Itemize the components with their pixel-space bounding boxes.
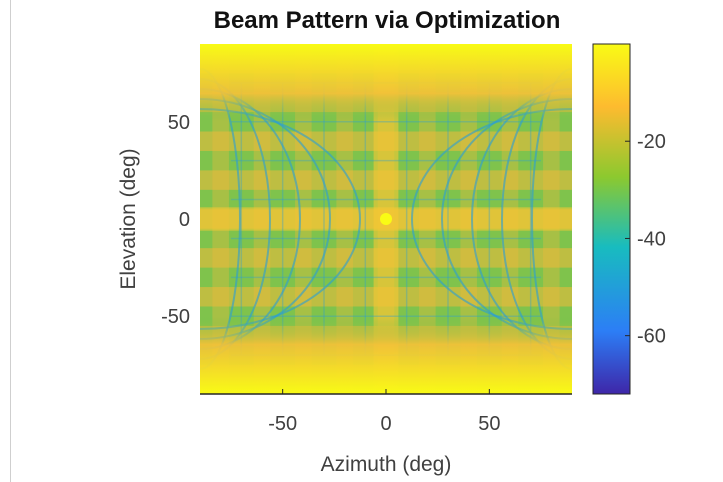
colorbar-tick-label: -60 — [637, 326, 666, 348]
chart-title: Beam Pattern via Optimization — [214, 7, 561, 34]
x-tick-label: 0 — [380, 413, 391, 435]
y-axis-label: Elevation (deg) — [117, 148, 140, 289]
colorbar-tick-label: -20 — [637, 131, 666, 153]
x-axis-label: Azimuth (deg) — [321, 453, 452, 476]
x-tick-label: -50 — [268, 413, 297, 435]
y-tick-label: -50 — [161, 306, 190, 328]
y-tick-label: 0 — [179, 209, 190, 231]
y-tick-label: 50 — [168, 112, 190, 134]
colorbar-tick-label: -40 — [637, 228, 666, 250]
heatmap-image — [200, 44, 572, 394]
colorbar — [592, 43, 631, 395]
panel-border — [10, 0, 11, 482]
y-tick-group: 50 0 -50 — [161, 112, 190, 328]
x-tick-label: 50 — [478, 413, 500, 435]
x-tick-group: -50 0 50 — [268, 389, 500, 435]
colorbar-tick-group: -20 -40 -60 — [625, 131, 666, 348]
